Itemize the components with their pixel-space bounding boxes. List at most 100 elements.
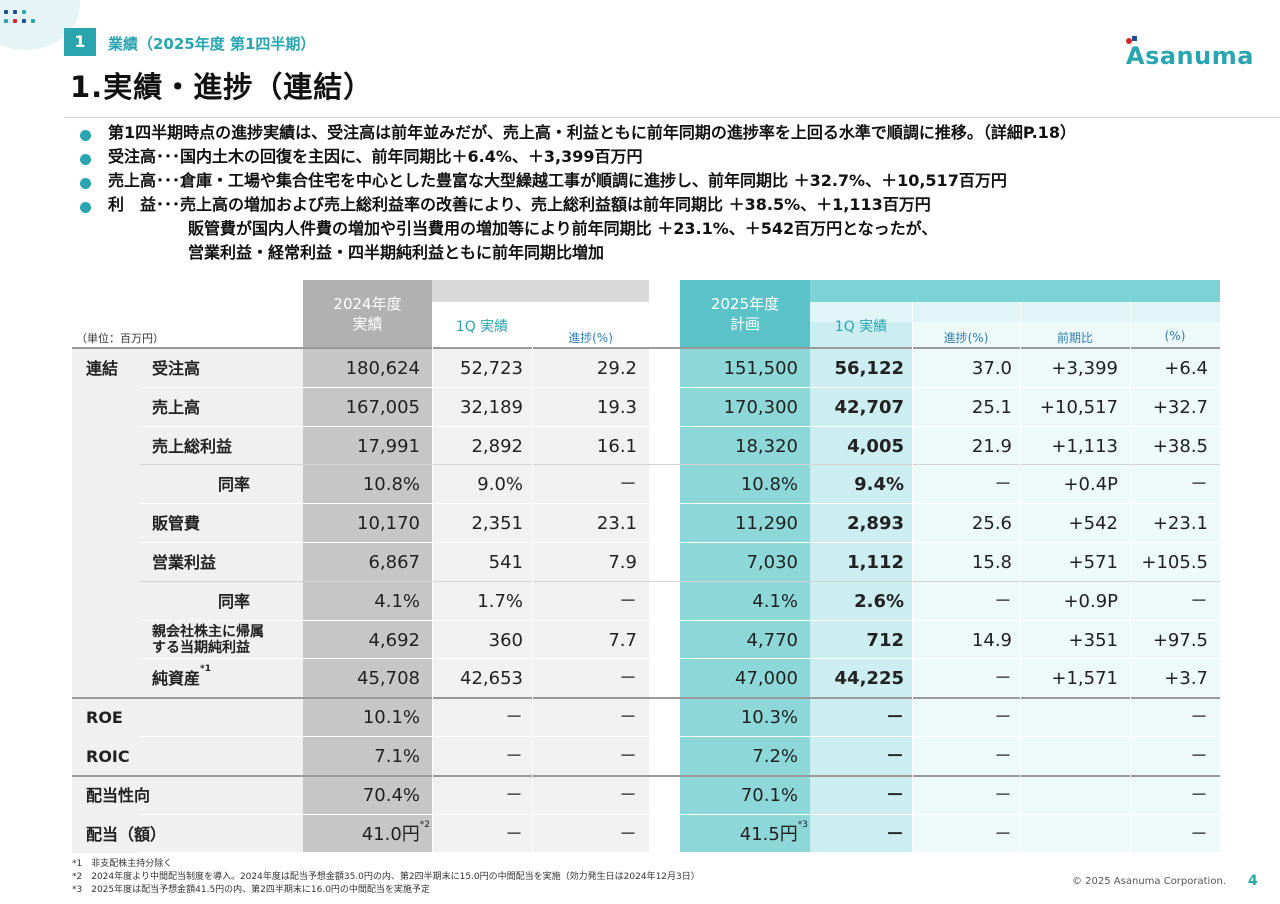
logo-text: Asanuma (1126, 42, 1254, 70)
cell-prog2024: 29.2 (532, 349, 637, 388)
cell-fy2024: 10.8% (303, 465, 420, 504)
cell-value: 170,300 (723, 396, 798, 418)
cell-value: － (619, 746, 637, 767)
cell-value: +0.9P (1063, 590, 1118, 612)
cell-value: 2.6% (854, 590, 904, 612)
cell-prog2024: － (532, 659, 637, 698)
cell-value: +0.4P (1063, 474, 1118, 496)
cell-q1-2025: － (810, 776, 904, 815)
row-label-text: 同率 (218, 475, 251, 495)
cell-fy2025: 4,770 (680, 621, 798, 660)
cell-fy2024: 167,005 (303, 388, 420, 427)
cell-q1-2025: 1,112 (810, 543, 904, 582)
row-label-text: 受注高 (152, 359, 201, 378)
table-row: 営業利益 6,867 541 7.9 7,030 1,112 15.8 +571 +105.5 (72, 543, 1220, 582)
cell-q1-2025: 42,707 (810, 388, 904, 427)
cell-prog2024: － (532, 582, 637, 621)
cell-fy2025: 10.3% (680, 698, 798, 737)
row-divider (140, 619, 1220, 621)
footnote-marker: *1 (200, 664, 211, 675)
cell-yoy-pct: +6.4 (1130, 349, 1208, 388)
cell-value: 37.0 (971, 358, 1012, 379)
q1-2024-header-band (432, 280, 649, 302)
row-group-label: ROE (86, 708, 123, 728)
cell-value: － (994, 823, 1012, 845)
column-divider (432, 302, 433, 853)
column-divider (532, 302, 533, 853)
cell-q1-2025: 2,893 (810, 504, 904, 543)
cell-fy2024: 6,867 (303, 543, 420, 582)
cell-value: 7.7 (608, 629, 637, 651)
cell-q1-2025: 9.4% (810, 465, 904, 504)
row-label: 売上総利益 (152, 427, 352, 466)
cell-fy2024: 45,708 (303, 659, 420, 698)
cell-fy2024: 10.1% (303, 698, 420, 737)
bullet-dot-icon (80, 202, 91, 213)
header-fy2025-line2: 計画 (729, 315, 760, 333)
cell-prog2025: 21.9 (912, 427, 1012, 466)
cell-value: 2,893 (847, 513, 904, 535)
cell-value: 9.0% (477, 474, 523, 496)
cell-fy2025: 11,290 (680, 504, 798, 543)
cell-yoy-pct: +105.5 (1130, 543, 1208, 582)
cell-prog2024: － (532, 465, 637, 504)
row-label-text: 売上高 (152, 397, 201, 417)
cell-value: +32.7 (1152, 396, 1208, 418)
cell-prog2025: 25.1 (912, 388, 1012, 427)
cell-yoy: +10,517 (1020, 388, 1118, 427)
fy2025-header-bar (810, 280, 1220, 302)
cell-yoy-pct: +32.7 (1130, 388, 1208, 427)
cell-yoy: +3,399 (1020, 349, 1118, 388)
cell-fy2025: 47,000 (680, 659, 798, 698)
cell-value: － (994, 668, 1012, 690)
table-row: 売上総利益 17,991 2,892 16.1 18,320 4,005 21.9 +1,11… (72, 427, 1220, 466)
table-row: 親会社株主に帰属 する当期純利益 4,692 360 7.7 4,770 712 14.9 +… (72, 621, 1220, 660)
cell-value: 42,707 (834, 396, 904, 418)
cell-value: 11,290 (735, 513, 798, 535)
cell-q1-2024: － (432, 776, 523, 815)
cell-value: 4.1% (374, 590, 420, 612)
cell-value: 360 (488, 629, 523, 651)
row-label-text: 売上総利益 (152, 436, 233, 456)
cell-value: － (619, 707, 637, 729)
cell-value: 7,030 (746, 552, 798, 573)
cell-value: 10.8% (740, 474, 798, 496)
cell-value: － (1190, 823, 1208, 845)
cell-value: 45,708 (357, 668, 420, 690)
cell-value: +23.1 (1152, 513, 1208, 535)
cell-value: +3,399 (1051, 358, 1118, 379)
row-divider (140, 736, 1220, 737)
cell-value: +105.5 (1141, 552, 1208, 573)
row-divider (140, 542, 1220, 543)
cell-value: 16.1 (596, 435, 637, 457)
bullet-dot-icon (80, 130, 91, 141)
cell-prog2025: 37.0 (912, 349, 1012, 388)
row-group-label: ROIC (86, 747, 130, 766)
fy2024-header-band (303, 280, 432, 348)
cell-yoy-pct: +38.5 (1130, 427, 1208, 466)
cell-fy2025: 41.5円*3 (680, 815, 808, 854)
cell-value: 56,122 (834, 358, 904, 379)
cell-prog2024: 7.7 (532, 621, 637, 660)
row-divider (140, 658, 1220, 660)
bullet-text: 営業利益・経常利益・四半期純利益ともに前年同期比増加 (188, 243, 605, 262)
q1-2025-column-band (810, 280, 912, 853)
q1-2024-column-band (432, 348, 649, 853)
cell-prog2025: － (912, 659, 1012, 698)
cell-value: 4,005 (847, 435, 904, 457)
cell-value: － (994, 746, 1012, 767)
footnote: *2 2024年度より中間配当制度を導入。2024年度は配当予想金額35.0円の… (72, 872, 700, 882)
cell-prog2025: － (912, 815, 1012, 854)
footnotes: *1 非支配株主持分除く *2 2024年度より中間配当制度を導入。2024年度は… (72, 858, 700, 897)
summary-bullets: 第1四半期時点の進捗実績は、受注高は前年並みだが、売上高・利益ともに前年同期の進… (78, 121, 1268, 265)
cell-value: 151,500 (723, 358, 798, 379)
cell-value: － (619, 474, 637, 496)
row-label: 親会社株主に帰属 する当期純利益 (152, 621, 352, 660)
cell-value: 7.1% (374, 746, 420, 767)
cell-yoy (1020, 776, 1118, 815)
cell-value: 10,170 (357, 513, 420, 535)
cell-q1-2024: 2,892 (432, 427, 523, 466)
cell-value: － (1190, 784, 1208, 806)
fy2025-plan-column-band (680, 280, 810, 853)
cell-value: － (1190, 707, 1208, 729)
